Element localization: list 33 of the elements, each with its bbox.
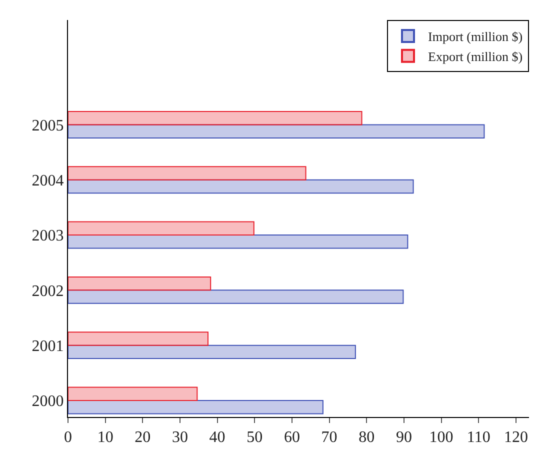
legend-label: Import (million $) bbox=[428, 29, 523, 44]
bar bbox=[68, 234, 408, 249]
x-tick-label: 90 bbox=[396, 429, 412, 446]
x-tick-label: 100 bbox=[429, 429, 454, 446]
x-tick-label: 120 bbox=[504, 429, 528, 446]
bar bbox=[68, 166, 306, 180]
x-tick-label: 60 bbox=[284, 429, 300, 446]
x-tick-label: 110 bbox=[466, 429, 490, 446]
y-tick-label: 2003 bbox=[32, 228, 64, 245]
x-tick-label: 80 bbox=[358, 429, 375, 446]
y-tick-label: 2004 bbox=[32, 172, 64, 190]
bar bbox=[68, 386, 198, 401]
bar bbox=[68, 290, 404, 304]
bar bbox=[68, 344, 356, 360]
bar bbox=[68, 179, 414, 194]
x-tick-label: 10 bbox=[97, 429, 114, 446]
x-tick-label: 0 bbox=[64, 429, 72, 446]
bar bbox=[68, 400, 324, 414]
x-tick-label: 40 bbox=[209, 429, 226, 446]
x-tick-label: 70 bbox=[321, 429, 338, 446]
y-tick-label: 2002 bbox=[32, 282, 64, 300]
bar bbox=[68, 332, 208, 346]
x-tick-label: 50 bbox=[246, 429, 263, 446]
x-tick-label: 30 bbox=[172, 429, 188, 446]
legend-label: Export (million $) bbox=[428, 48, 523, 64]
y-tick-label: 2001 bbox=[32, 338, 64, 355]
bar bbox=[68, 221, 254, 236]
bar bbox=[68, 124, 485, 138]
x-tick-label: 20 bbox=[134, 429, 151, 446]
bar bbox=[68, 111, 362, 126]
y-tick-label: 2000 bbox=[32, 393, 64, 410]
y-tick-label: 2005 bbox=[32, 117, 64, 134]
bar bbox=[68, 276, 212, 291]
